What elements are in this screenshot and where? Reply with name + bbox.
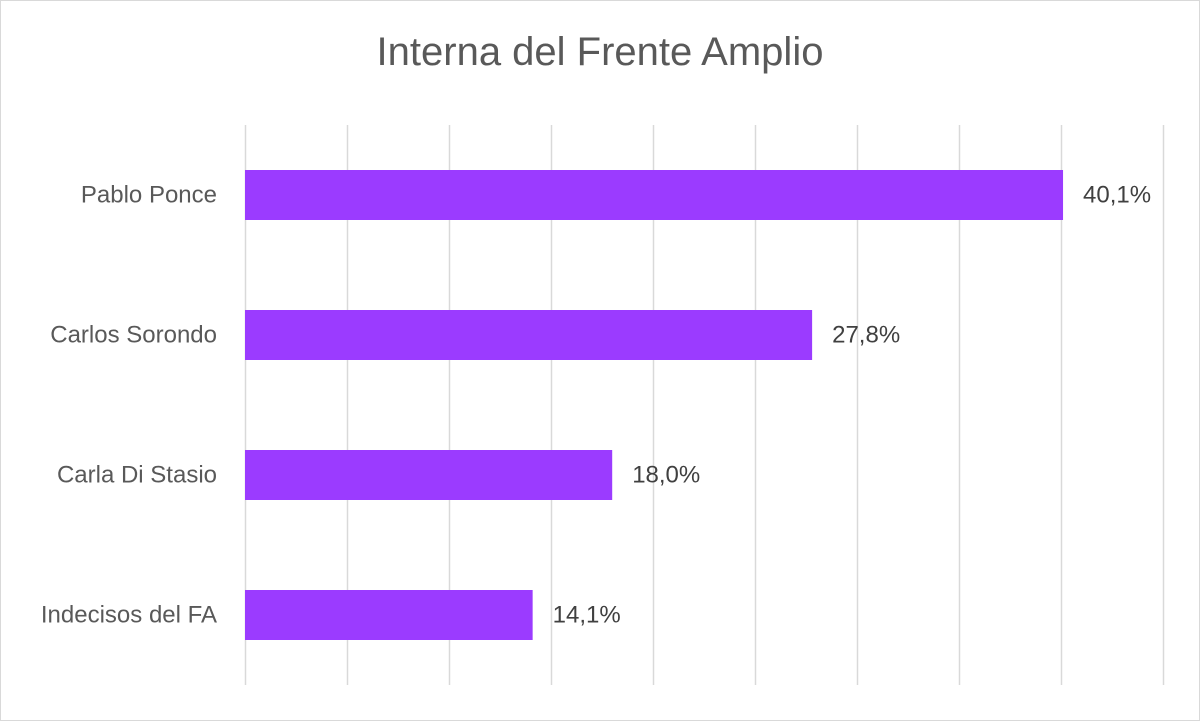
category-label: Indecisos del FA xyxy=(41,602,217,629)
category-label: Carla Di Stasio xyxy=(57,462,217,489)
chart-title: Interna del Frente Amplio xyxy=(376,30,824,74)
bar xyxy=(245,590,533,640)
bar xyxy=(245,310,813,360)
bar xyxy=(245,170,1064,220)
data-label: 40,1% xyxy=(1083,182,1151,209)
category-label: Pablo Ponce xyxy=(81,182,217,209)
data-label: 27,8% xyxy=(832,322,900,349)
bar xyxy=(245,450,613,500)
data-label: 18,0% xyxy=(632,462,700,489)
data-label: 14,1% xyxy=(553,602,621,629)
category-label: Carlos Sorondo xyxy=(50,322,217,349)
